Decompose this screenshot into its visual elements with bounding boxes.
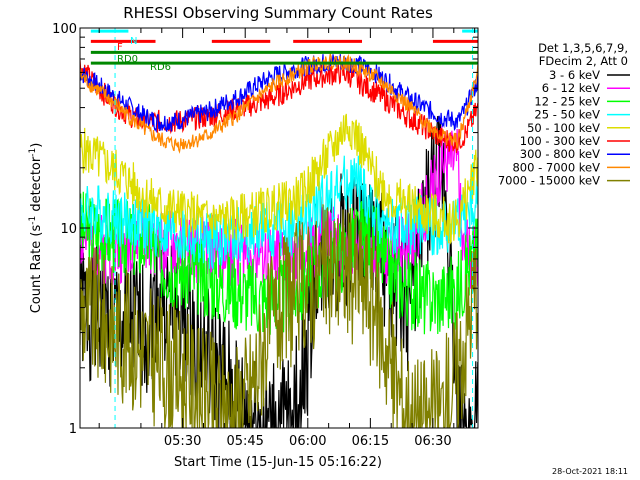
y-tick-label: 10 [60,222,77,237]
flag-label-rd6: RD6 [150,62,171,73]
legend-label: 12 - 25 keV [534,94,600,108]
y-axis-label: Count Rate (s-1 detector-1) [28,143,44,314]
legend-label: 100 - 300 keV [520,134,600,148]
flag-label-rd0: RD0 [117,54,138,65]
legend: Det 1,3,5,6,7,9, FDecim 2, Att 0 3 - 6 k… [498,41,630,188]
y-axis-label-main: Count Rate (s [29,225,44,314]
legend-header-line-1: Det 1,3,5,6,7,9, [538,41,628,55]
flag-label-f: F [117,42,123,53]
legend-label: 6 - 12 keV [542,81,600,95]
x-axis: 05:30 05:45 06:00 06:15 06:30 [98,28,476,449]
y-tick-label: 1 [69,422,77,437]
legend-label: 300 - 800 keV [520,147,600,161]
series-line-50to100keV [80,113,478,245]
x-tick-label: 05:30 [164,434,201,449]
chart-title: RHESSI Observing Summary Count Rates [123,4,433,22]
series-line-800to7000keV [80,53,478,154]
x-tick-label: 06:15 [352,434,389,449]
y-tick-label: 100 [52,22,77,37]
y-axis-label-tail-exponent: -1 [28,148,38,157]
y-axis-label-close: ) [29,143,44,148]
observing-flags [90,29,478,65]
legend-label: 25 - 50 keV [534,108,600,122]
legend-label: 3 - 6 keV [549,68,600,82]
x-tick-label: 06:00 [289,434,326,449]
legend-label: 50 - 100 keV [527,121,600,135]
y-axis-label-tail: detector [29,156,44,216]
y-axis-label-exponent: -1 [28,216,38,225]
x-axis-label: Start Time (15-Jun-15 05:16:22) [174,455,382,470]
footer-timestamp: 28-Oct-2021 18:11 [552,467,628,476]
legend-label: 800 - 7000 keV [512,160,600,174]
legend-label: 7000 - 15000 keV [498,174,600,188]
series-line-7000to15000keV [80,204,478,428]
y-axis: 1 10 100 [52,22,478,437]
flag-label-n: N [130,36,137,47]
legend-header-line-2: FDecim 2, Att 0 [539,54,628,68]
x-tick-label: 05:45 [226,434,263,449]
x-tick-label: 06:30 [414,434,451,449]
